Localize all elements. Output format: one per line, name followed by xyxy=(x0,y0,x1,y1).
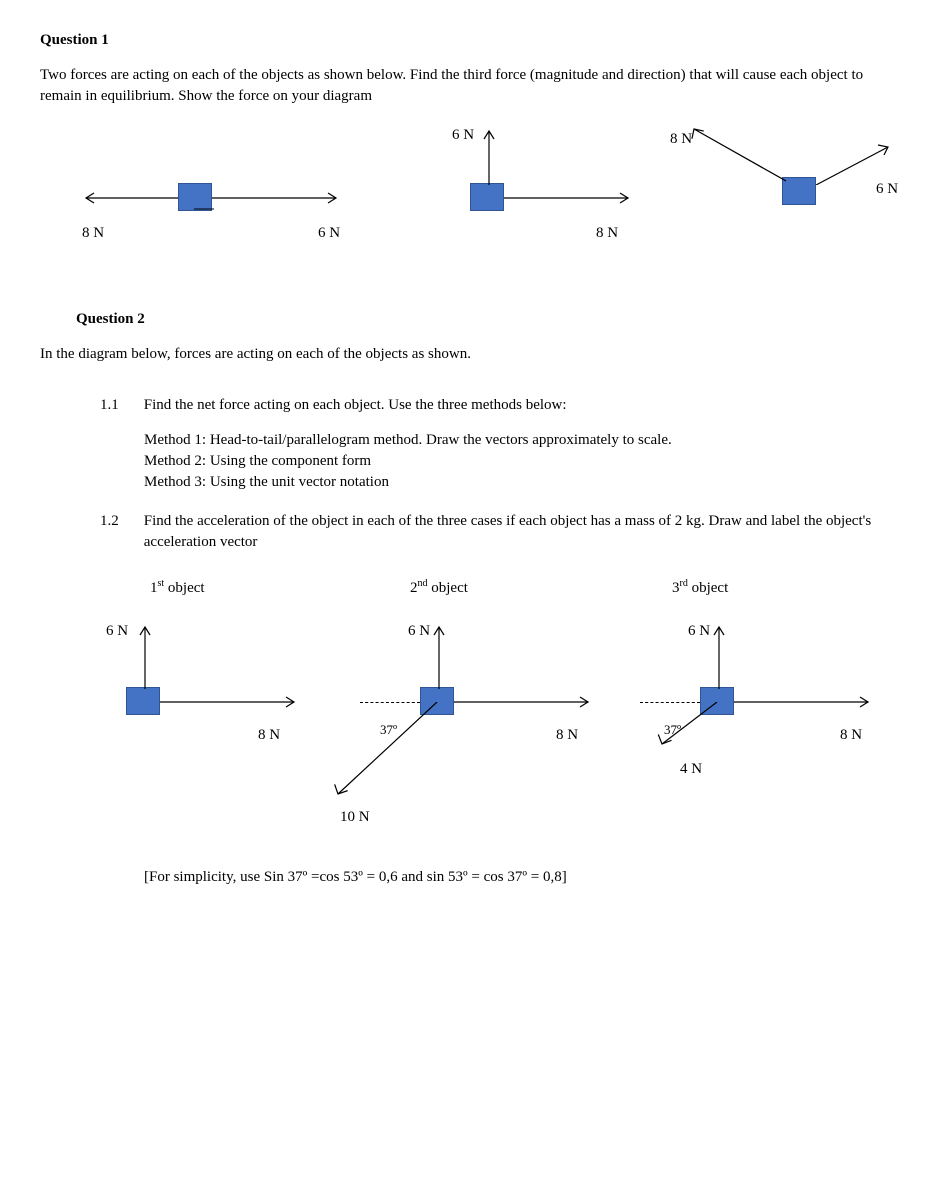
q2-item-1-text: Find the net force acting on each object… xyxy=(144,395,898,416)
q1c-box xyxy=(782,177,816,205)
q2b-arrow-right xyxy=(454,695,594,709)
q2-note: [For simplicity, use Sin 37º =cos 53º = … xyxy=(40,867,900,888)
q2-method-1: Method 1: Head-to-tail/parallelogram met… xyxy=(144,430,900,451)
q1a-arrow-right xyxy=(212,191,342,205)
question-1-title: Question 1 xyxy=(40,30,900,51)
q2a-box xyxy=(126,687,160,715)
q2b-diag-label: 10 N xyxy=(340,807,370,828)
q2c-angle-label: 37º xyxy=(664,721,681,739)
q2b-right-label: 8 N xyxy=(556,725,578,746)
q2-item-1-num: 1.1 xyxy=(100,395,140,416)
question-2-title: Question 2 xyxy=(76,309,900,330)
q2b-up-label: 6 N xyxy=(408,621,430,642)
question-1-body: Two forces are acting on each of the obj… xyxy=(40,65,900,107)
q2b-arrow-up xyxy=(432,621,446,689)
q2b-angle-label: 37º xyxy=(380,721,397,739)
q2c-arrow-up xyxy=(712,621,726,689)
q1c-right-label: 6 N xyxy=(876,179,898,200)
q2a-right-label: 8 N xyxy=(258,725,280,746)
q2a-label: 1st object xyxy=(150,577,205,599)
q1b-arrow-right xyxy=(504,191,634,205)
q1a-arrow-left xyxy=(80,191,178,205)
q2-item-1: 1.1 Find the net force acting on each ob… xyxy=(40,395,900,416)
q1-diagram-row: 8 N 6 N 6 N 8 N 8 N 6 N xyxy=(40,119,900,289)
q2c-right-label: 8 N xyxy=(840,725,862,746)
q2-method-3: Method 3: Using the unit vector notation xyxy=(144,472,900,493)
q2b-arrow-diag xyxy=(330,702,440,802)
q2c-up-label: 6 N xyxy=(688,621,710,642)
q1b-arrow-up xyxy=(482,125,496,185)
q2-methods: Method 1: Head-to-tail/parallelogram met… xyxy=(40,430,900,493)
q2a-up-label: 6 N xyxy=(106,621,128,642)
q2-diagram-row: 1st object 6 N 8 N 2nd object 6 N 8 N 37… xyxy=(40,577,900,847)
q2c-arrow-right xyxy=(734,695,874,709)
q2a-arrow-up xyxy=(138,621,152,689)
q1c-arrow-nw xyxy=(686,123,786,183)
q2-item-2-num: 1.2 xyxy=(100,511,140,532)
q2a-arrow-right xyxy=(160,695,300,709)
q2-item-2: 1.2 Find the acceleration of the object … xyxy=(40,511,900,553)
q2b-label: 2nd object xyxy=(410,577,468,599)
q1a-left-label: 8 N xyxy=(82,223,104,244)
q2-method-2: Method 2: Using the component form xyxy=(144,451,900,472)
q1b-top-label: 6 N xyxy=(452,125,474,146)
q1a-right-label: 6 N xyxy=(318,223,340,244)
q1b-right-label: 8 N xyxy=(596,223,618,244)
q1b-box xyxy=(470,183,504,211)
q2-item-2-text: Find the acceleration of the object in e… xyxy=(144,511,898,553)
q1a-box-tick xyxy=(194,207,214,211)
q1c-left-label: 8 N xyxy=(670,129,692,150)
question-2-intro: In the diagram below, forces are acting … xyxy=(40,344,900,365)
q2c-down-label: 4 N xyxy=(680,759,702,780)
q2c-label: 3rd object xyxy=(672,577,728,599)
